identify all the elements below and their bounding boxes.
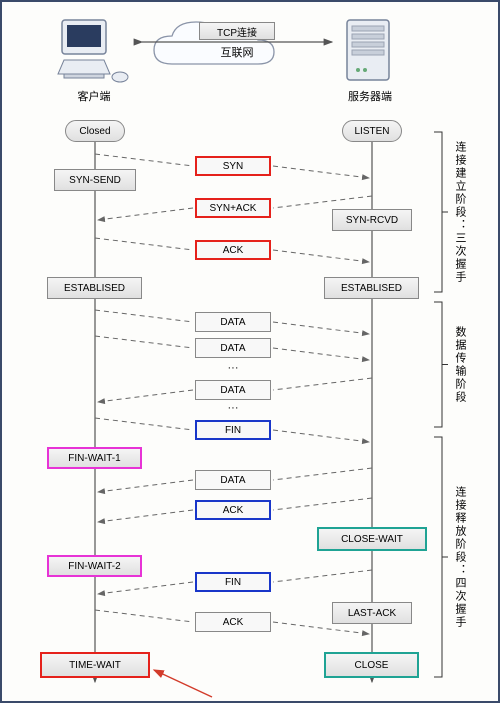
msg-m_fin1: FIN	[195, 420, 271, 440]
msg-m_ack3: ACK	[195, 612, 271, 632]
msg-m_syn: SYN	[195, 156, 271, 176]
bracket-p1	[434, 132, 448, 292]
bracket-p3	[434, 437, 448, 677]
msg-m_synack: SYN+ACK	[195, 198, 271, 218]
state-listen: LISTEN	[342, 120, 402, 142]
server-icon	[347, 20, 389, 80]
msg-m_ack2: ACK	[195, 500, 271, 520]
state-last_ack: LAST-ACK	[332, 602, 412, 624]
msg-m_data4: DATA	[195, 470, 271, 490]
state-close: CLOSE	[324, 652, 419, 678]
state-syn_send: SYN-SEND	[54, 169, 136, 191]
msg-m_fin2: FIN	[195, 572, 271, 592]
state-time_wait: TIME-WAIT	[40, 652, 150, 678]
state-fin_wait_2: FIN-WAIT-2	[47, 555, 142, 577]
msg-m_data1: DATA	[195, 312, 271, 332]
state-fin_wait_1: FIN-WAIT-1	[47, 447, 142, 469]
msg-m_data3: DATA	[195, 380, 271, 400]
state-syn_rcvd: SYN-RCVD	[332, 209, 412, 231]
tcp-diagram: TCP连接互联网客户端 服务器端 Closed SYN-SEND ESTABLISED F…	[0, 0, 500, 703]
msg-m_ack1: ACK	[195, 240, 271, 260]
state-closed: Closed	[65, 120, 125, 142]
msg-m_dots1: ···	[195, 362, 271, 374]
pointer-arrow	[154, 670, 212, 697]
client-caption: 客户端	[64, 88, 124, 104]
bracket-p2	[434, 302, 448, 427]
tcp-title-box: TCP连接	[199, 22, 275, 40]
state-est_c: ESTABLISED	[47, 277, 142, 299]
state-close_wait: CLOSE-WAIT	[317, 527, 427, 551]
phase-label-p1: 连接建立阶段：三次握手	[452, 132, 468, 292]
msg-m_dots2: ···	[195, 402, 271, 414]
msg-m_data2: DATA	[195, 338, 271, 358]
internet-label: 互联网	[212, 44, 262, 60]
phase-label-p3: 连接释放阶段：四次握手	[452, 437, 468, 677]
phase-label-p2: 数据传输阶段	[452, 302, 468, 427]
server-caption: 服务器端	[340, 88, 400, 104]
client-computer-icon	[58, 20, 128, 82]
state-est_s: ESTABLISED	[324, 277, 419, 299]
